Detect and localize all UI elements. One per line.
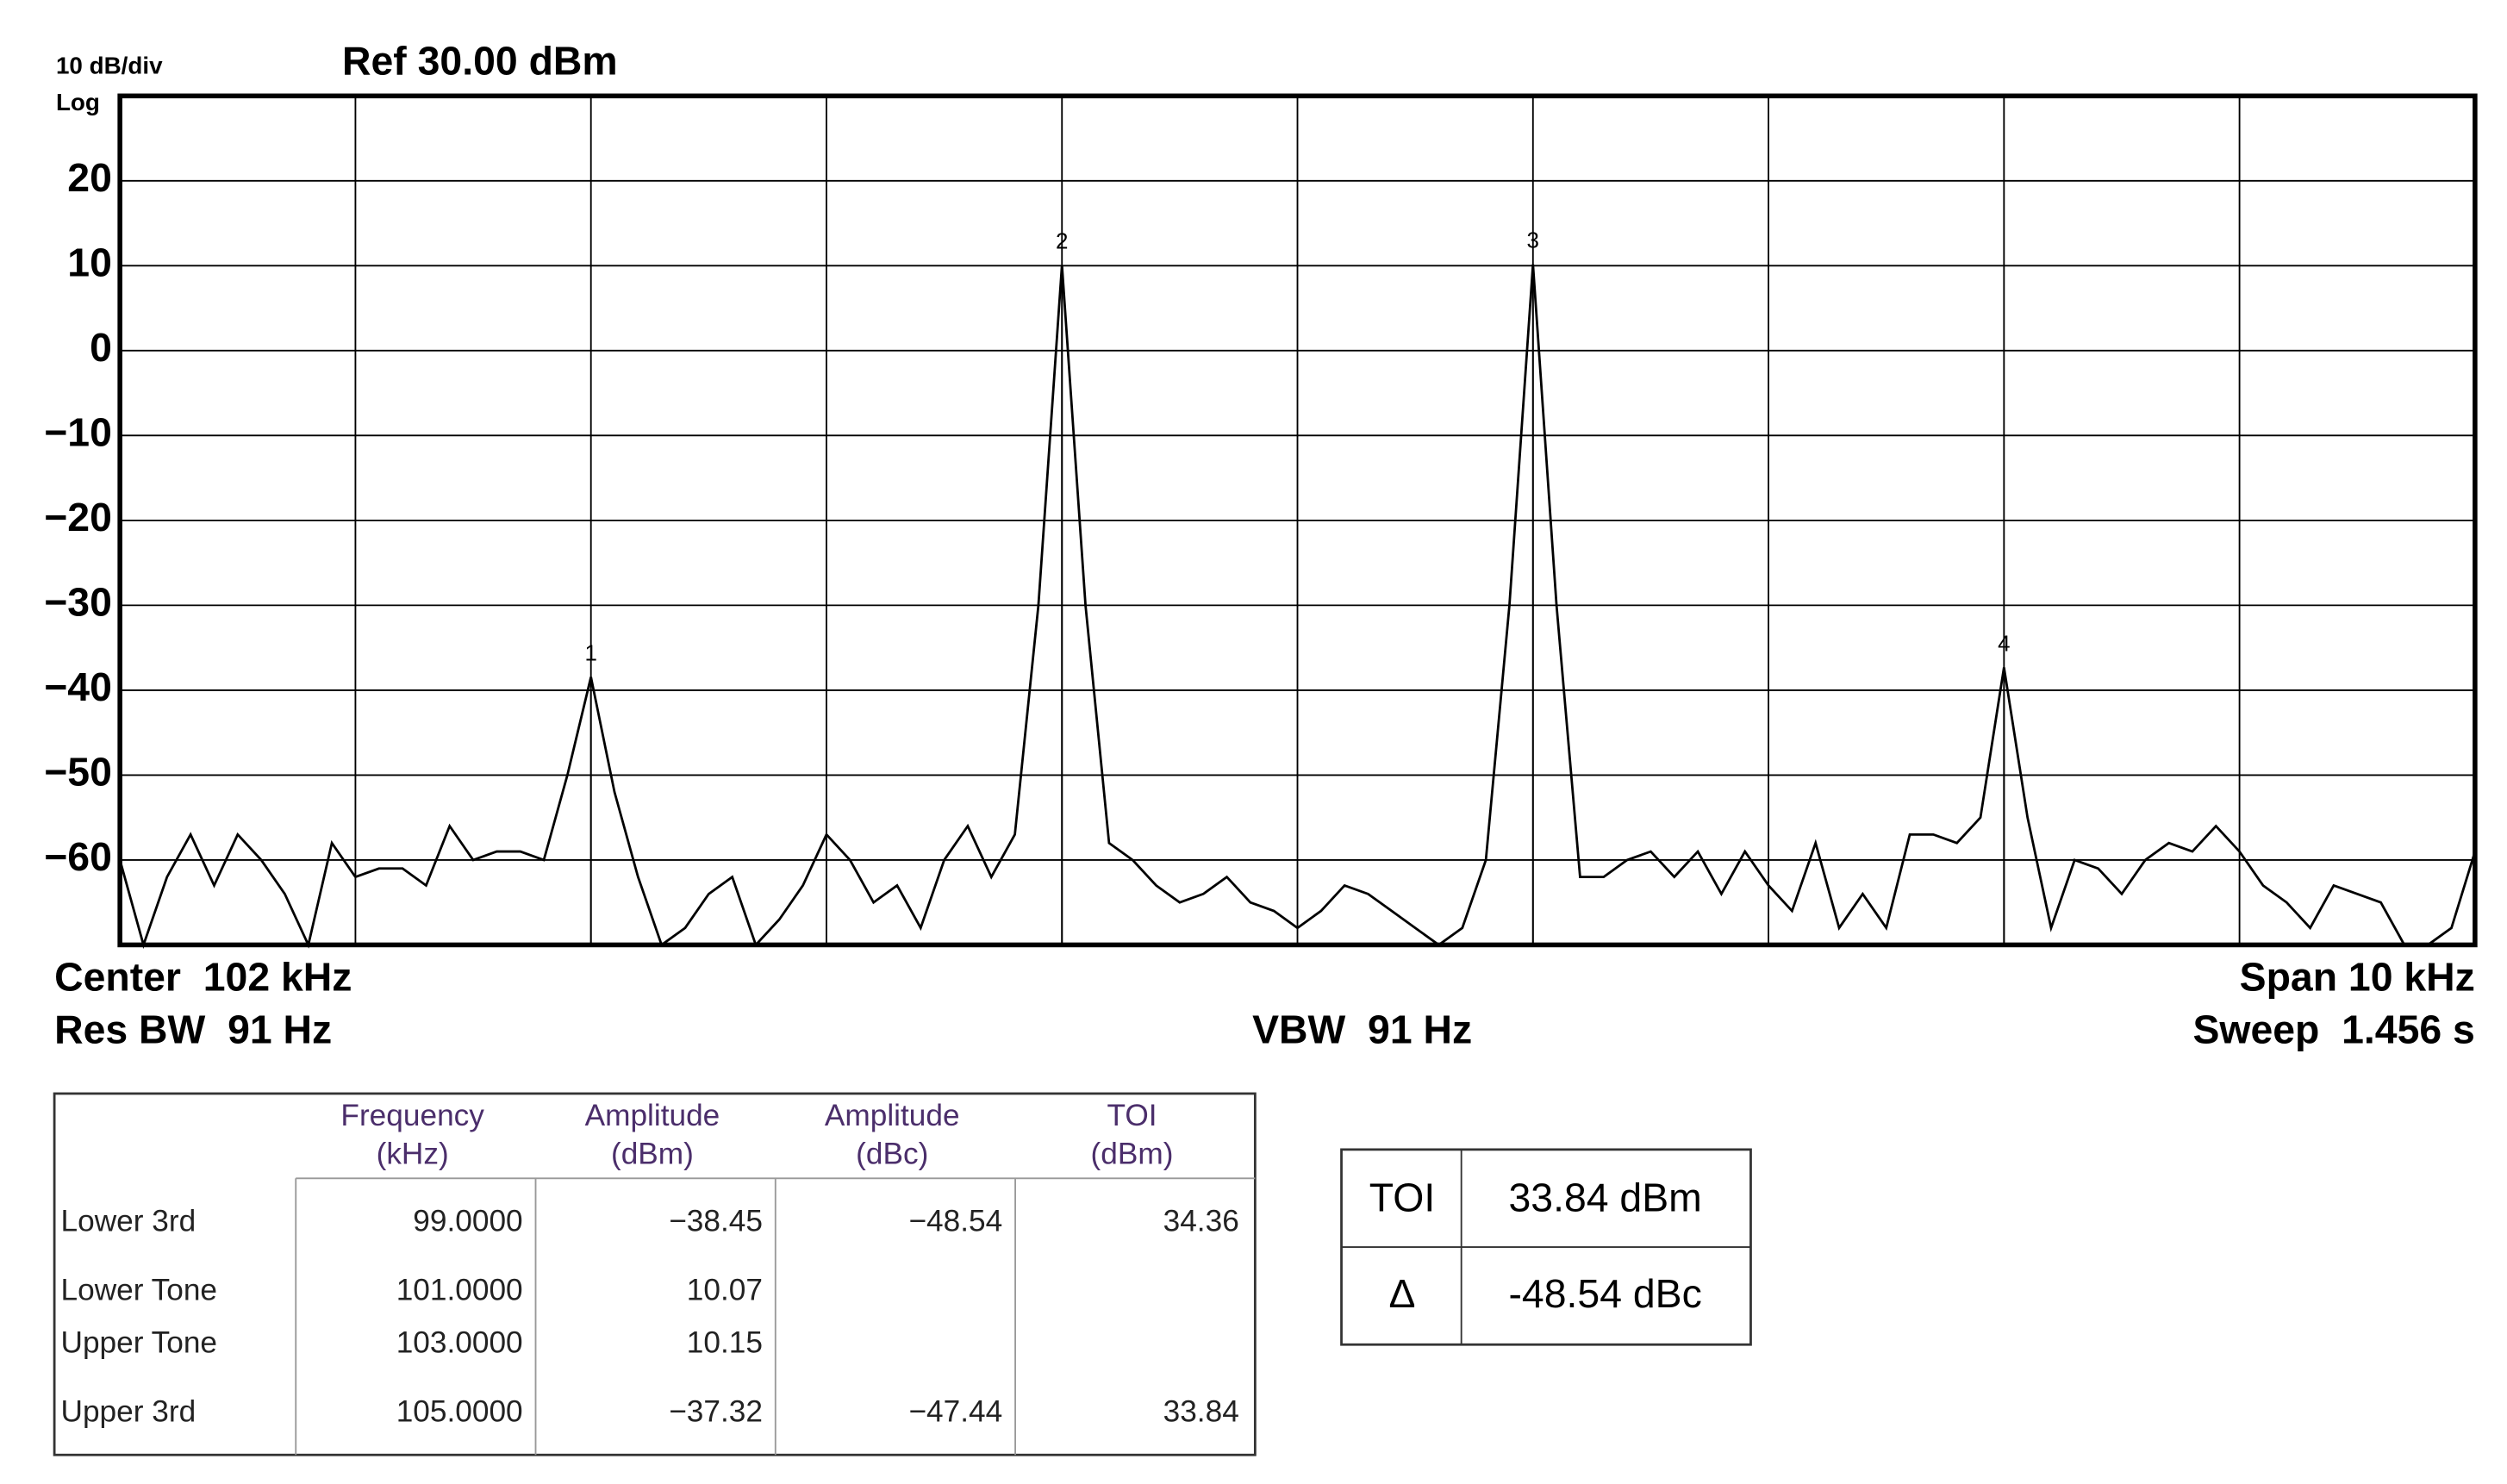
y-tick-label: −30 xyxy=(44,580,112,625)
table-cell: 34.36 xyxy=(1163,1205,1239,1238)
table-cell: −38.45 xyxy=(669,1205,763,1238)
table-cell: 105.0000 xyxy=(396,1394,523,1428)
scale-type: Log xyxy=(56,89,100,115)
column-header: (kHz) xyxy=(377,1138,449,1171)
y-tick-label: −40 xyxy=(44,664,112,709)
table-cell: 99.0000 xyxy=(413,1205,522,1238)
marker-label: 3 xyxy=(1527,228,1539,253)
marker-label: 4 xyxy=(1998,630,2010,656)
row-label: Lower Tone xyxy=(61,1273,218,1306)
table-cell: 10.15 xyxy=(687,1326,763,1360)
table-cell: −47.44 xyxy=(908,1394,1002,1428)
column-header: Amplitude xyxy=(825,1099,960,1132)
table-cell: 103.0000 xyxy=(396,1326,523,1360)
summary-box: TOI 33.84 dBm Δ -48.54 dBc xyxy=(1340,1148,1752,1346)
summary-value: 33.84 dBm xyxy=(1508,1175,1701,1220)
row-label: Upper 3rd xyxy=(61,1394,196,1428)
y-tick-label: −60 xyxy=(44,834,112,879)
trace xyxy=(118,264,2477,950)
column-header: TOI xyxy=(1107,1099,1157,1132)
summary-label: Δ xyxy=(1389,1271,1416,1316)
table-border xyxy=(53,1092,1257,1456)
row-label: Lower 3rd xyxy=(61,1205,196,1238)
y-tick-label: −50 xyxy=(44,750,112,795)
y-tick-label: 20 xyxy=(67,155,112,200)
table-cell: 101.0000 xyxy=(396,1273,523,1306)
marker-label: 2 xyxy=(1056,228,1068,254)
y-tick-label: 0 xyxy=(90,325,112,370)
span: Span 10 kHz xyxy=(2240,954,2475,999)
res-bw: Res BW 91 Hz xyxy=(54,1007,332,1052)
summary-label: TOI xyxy=(1369,1175,1435,1220)
ref-level: Ref 30.00 dBm xyxy=(342,38,618,83)
vbw: VBW 91 Hz xyxy=(1252,1007,1472,1052)
column-header: Amplitude xyxy=(585,1099,720,1132)
y-tick-label: −10 xyxy=(44,410,112,455)
column-header: (dBc) xyxy=(856,1138,928,1171)
y-tick-label: −20 xyxy=(44,495,112,539)
marker-label: 1 xyxy=(584,640,596,666)
summary-value: -48.54 dBc xyxy=(1508,1271,1701,1316)
table-cell: 10.07 xyxy=(687,1273,763,1306)
scale-label: 10 dB/div xyxy=(56,52,163,78)
column-header: (dBm) xyxy=(611,1138,694,1171)
y-tick-label: 10 xyxy=(67,240,112,285)
plot-frame xyxy=(117,93,2478,948)
table-cell: 33.84 xyxy=(1163,1394,1239,1428)
table-cell: −37.32 xyxy=(669,1394,763,1428)
measurement-table: Frequency (kHz) Amplitude (dBm) Amplitude (dB… xyxy=(53,1092,1257,1456)
column-header: (dBm) xyxy=(1091,1138,1174,1171)
row-label: Upper Tone xyxy=(61,1326,218,1360)
table-cell: −48.54 xyxy=(908,1205,1002,1238)
center: Center 102 kHz xyxy=(54,954,352,999)
sweep: Sweep 1.456 s xyxy=(2192,1007,2474,1052)
column-header: Frequency xyxy=(340,1099,484,1132)
